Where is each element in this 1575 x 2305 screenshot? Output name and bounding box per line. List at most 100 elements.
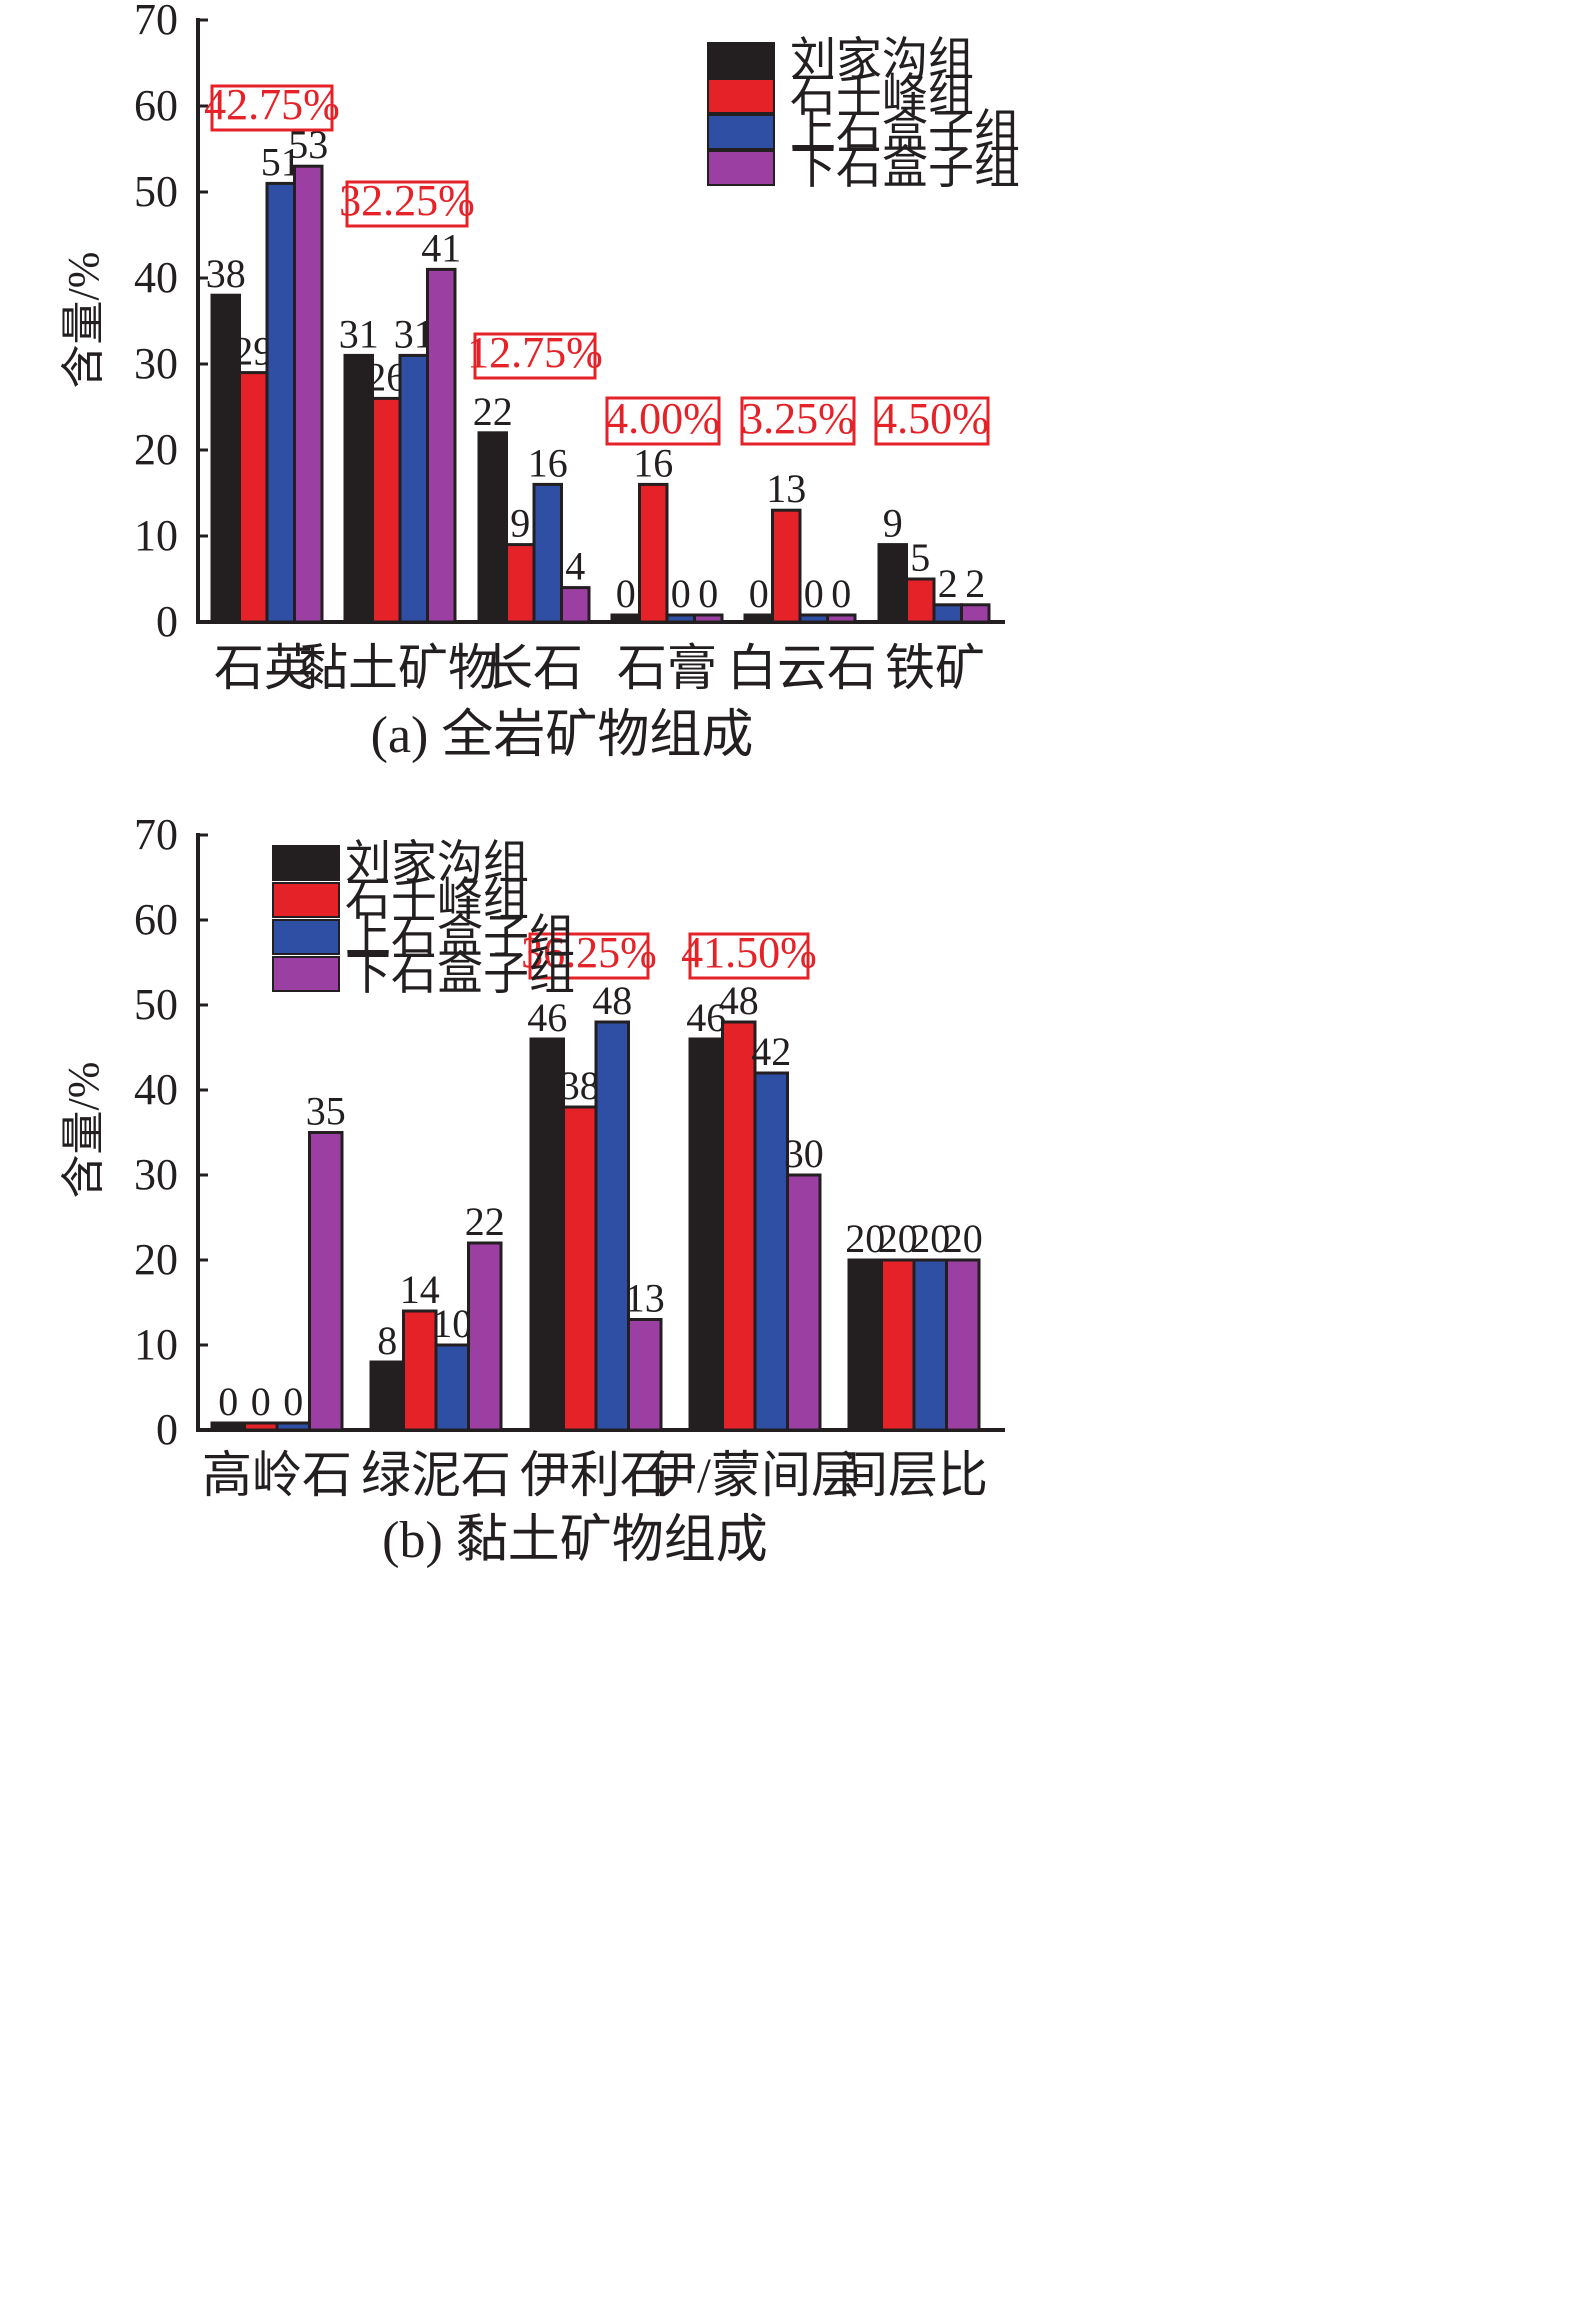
bar [532,482,563,624]
legend-label: 下石盒子组 [345,948,575,999]
category-label: 铁矿 [885,640,985,696]
category-label: 伊利石 [520,1447,670,1503]
average-label: 4.00% [606,394,720,443]
average-box [473,332,597,380]
bar [877,543,908,624]
legend-swatch [707,114,775,150]
legend-label: 上石盒子组 [790,106,1020,157]
legend-label: 石千峰组 [345,874,529,925]
data-label: 22 [465,1199,505,1244]
data-label: 0 [616,571,636,616]
data-label: 46 [527,995,567,1040]
legend-swatch [272,919,340,955]
bar [275,1421,311,1432]
y-axis-label: 含量/% [59,1062,108,1199]
bar [210,1421,246,1432]
data-label: 0 [749,571,769,616]
chart-caption: (b) 黏土矿物组成 [382,1512,768,1569]
y-tick-label: 20 [134,425,178,474]
bar [905,577,936,624]
bar [638,482,669,624]
legend-swatch [707,150,775,186]
y-tick-label: 60 [134,81,178,130]
category-label: 绿泥石 [361,1447,511,1503]
data-label: 14 [400,1267,440,1312]
bar [743,613,774,624]
category-label: 间层比 [838,1447,988,1503]
average-box [528,932,650,980]
bar [771,508,802,624]
average-box [210,84,334,132]
bar [560,586,591,624]
bar [308,1131,344,1432]
data-label: 0 [671,571,691,616]
bar [960,603,991,624]
category-label: 石英 [214,640,314,696]
data-label: 20 [878,1216,918,1261]
bar [343,353,374,624]
bar [610,613,641,624]
average-box [605,396,721,446]
category-label: 黏土矿物 [298,640,498,696]
y-tick-label: 50 [134,167,178,216]
legend-swatch [272,845,340,881]
bar [932,603,963,624]
bar [786,1173,822,1432]
data-label: 9 [883,501,903,546]
data-label: 2 [938,561,958,606]
data-label: 0 [831,571,851,616]
bar [477,431,508,624]
category-label: 伊/蒙间层 [647,1447,861,1503]
bar [688,1037,724,1432]
data-label: 0 [804,571,824,616]
y-tick-label: 60 [134,895,178,944]
data-label: 31 [339,311,379,356]
data-label: 0 [283,1379,303,1424]
data-label: 9 [510,501,530,546]
legend-label: 刘家沟组 [790,34,974,85]
y-axis-label: 含量/% [59,252,108,389]
category-label: 白云石 [727,640,877,696]
bar [880,1258,916,1432]
data-label: 35 [306,1089,346,1134]
bar [371,396,402,624]
average-box [740,396,856,446]
bar [238,371,269,624]
data-label: 0 [218,1379,238,1424]
y-tick-label: 0 [156,597,178,646]
data-label: 22 [473,389,513,434]
y-tick-label: 30 [134,1150,178,1199]
legend-swatch [272,956,340,992]
y-tick-label: 70 [134,810,178,859]
average-box [874,396,990,446]
data-label: 20 [910,1216,950,1261]
data-label: 0 [251,1379,271,1424]
legend-label: 刘家沟组 [345,837,529,888]
category-label: 高岭石 [202,1447,352,1503]
y-tick-label: 10 [134,1320,178,1369]
data-label: 41 [421,225,461,270]
y-tick-label: 50 [134,980,178,1029]
data-label: 20 [845,1216,885,1261]
data-label: 42 [751,1029,791,1074]
data-label: 8 [377,1318,397,1363]
bar [467,1241,503,1432]
average-label: 41.50% [681,928,817,977]
bar [398,353,429,624]
data-label: 0 [698,571,718,616]
bar [798,613,829,624]
bar [826,613,857,624]
bar [293,164,324,624]
average-label: 12.75% [467,328,603,377]
data-label: 16 [633,440,673,485]
category-label: 长石 [483,640,583,696]
bar [434,1343,470,1432]
average-label: 36.25% [521,928,657,977]
data-label: 2 [965,561,985,606]
bar [369,1360,405,1432]
bar [265,181,296,624]
legend-label: 石千峰组 [790,70,974,121]
data-label: 16 [528,440,568,485]
